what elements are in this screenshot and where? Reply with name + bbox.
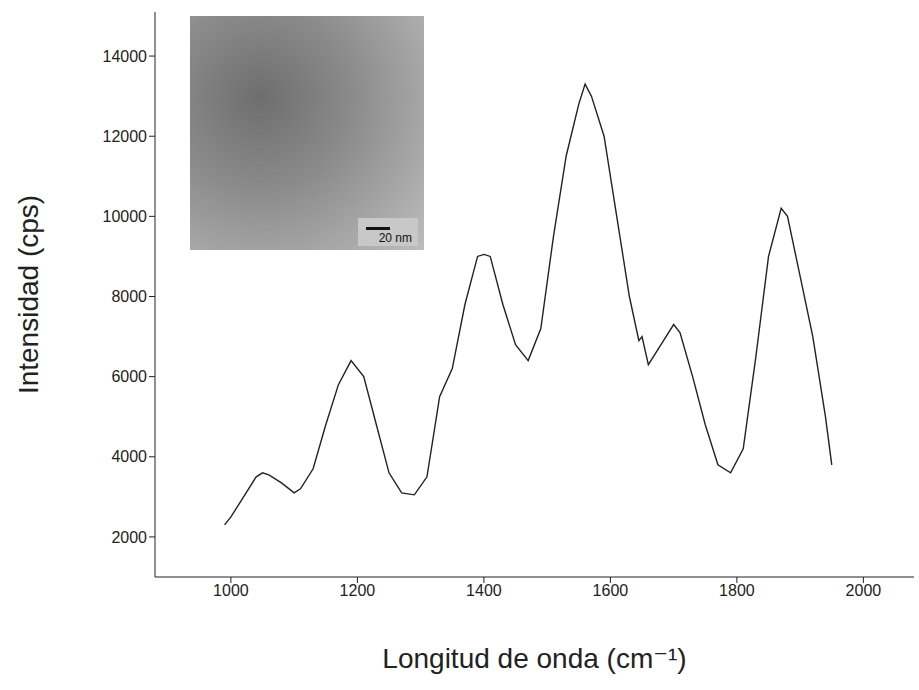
svg-text:1800: 1800 (719, 582, 755, 599)
html-text:20 nm: 20 nm (378, 231, 412, 245)
svg-text:2000: 2000 (111, 529, 147, 546)
svg-text:4000: 4000 (111, 448, 147, 465)
svg-text:8000: 8000 (111, 288, 147, 305)
svg-text:10000: 10000 (103, 208, 148, 225)
svg-text:1200: 1200 (340, 582, 376, 599)
svg-text:1600: 1600 (593, 582, 629, 599)
svg-text:14000: 14000 (103, 48, 148, 65)
svg-text:Intensidad (cps): Intensidad (cps) (13, 195, 44, 394)
svg-text:1000: 1000 (213, 582, 249, 599)
svg-text:6000: 6000 (111, 368, 147, 385)
svg-text:Longitud de onda (cm⁻¹): Longitud de onda (cm⁻¹) (382, 643, 686, 674)
svg-text:12000: 12000 (103, 128, 148, 145)
svg-text:1400: 1400 (466, 582, 502, 599)
svg-text:2000: 2000 (846, 582, 882, 599)
